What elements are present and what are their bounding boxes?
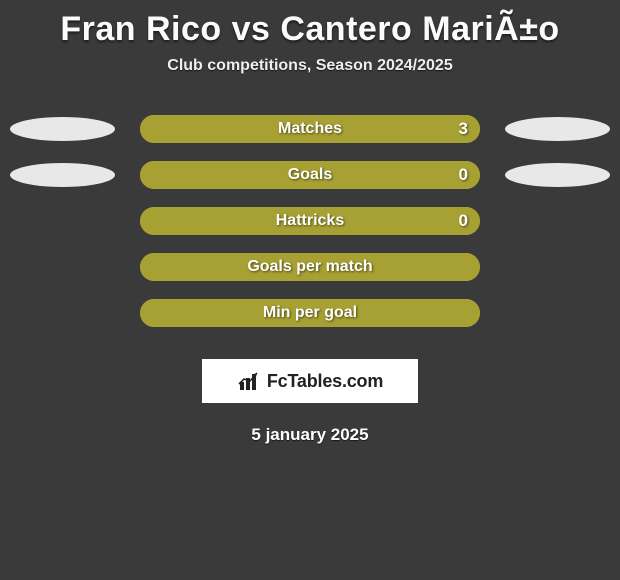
stat-bar: Goals per match (140, 253, 480, 281)
stat-label: Min per goal (263, 304, 357, 322)
stat-row: Hattricks 0 (10, 207, 610, 235)
left-marker (10, 163, 115, 187)
page-title: Fran Rico vs Cantero MariÃ±o (0, 6, 620, 57)
right-marker (505, 117, 610, 141)
logo-text: FcTables.com (267, 371, 383, 392)
right-marker (505, 163, 610, 187)
stat-bar: Min per goal (140, 299, 480, 327)
stat-label: Matches (278, 120, 342, 138)
logo-text-bold: Fc (267, 371, 288, 391)
stats-rows: Matches 3 Goals 0 Hattricks 0 Goals per match M… (0, 115, 620, 327)
date-label: 5 january 2025 (0, 425, 620, 445)
logo-text-rest: Tables.com (287, 371, 383, 391)
stat-row: Goals 0 (10, 161, 610, 189)
stat-value: 3 (459, 119, 468, 139)
subtitle: Club competitions, Season 2024/2025 (0, 57, 620, 75)
stat-value: 0 (459, 211, 468, 231)
infographic-container: Fran Rico vs Cantero MariÃ±o Club compet… (0, 0, 620, 445)
stat-value: 0 (459, 165, 468, 185)
stat-row: Goals per match (10, 253, 610, 281)
stat-label: Hattricks (276, 212, 344, 230)
logo-badge: FcTables.com (202, 359, 418, 403)
stat-label: Goals per match (247, 258, 372, 276)
chart-icon (237, 370, 263, 392)
stat-bar: Matches 3 (140, 115, 480, 143)
stat-row: Matches 3 (10, 115, 610, 143)
stat-bar: Goals 0 (140, 161, 480, 189)
stat-label: Goals (288, 166, 332, 184)
stat-row: Min per goal (10, 299, 610, 327)
stat-bar: Hattricks 0 (140, 207, 480, 235)
left-marker (10, 117, 115, 141)
